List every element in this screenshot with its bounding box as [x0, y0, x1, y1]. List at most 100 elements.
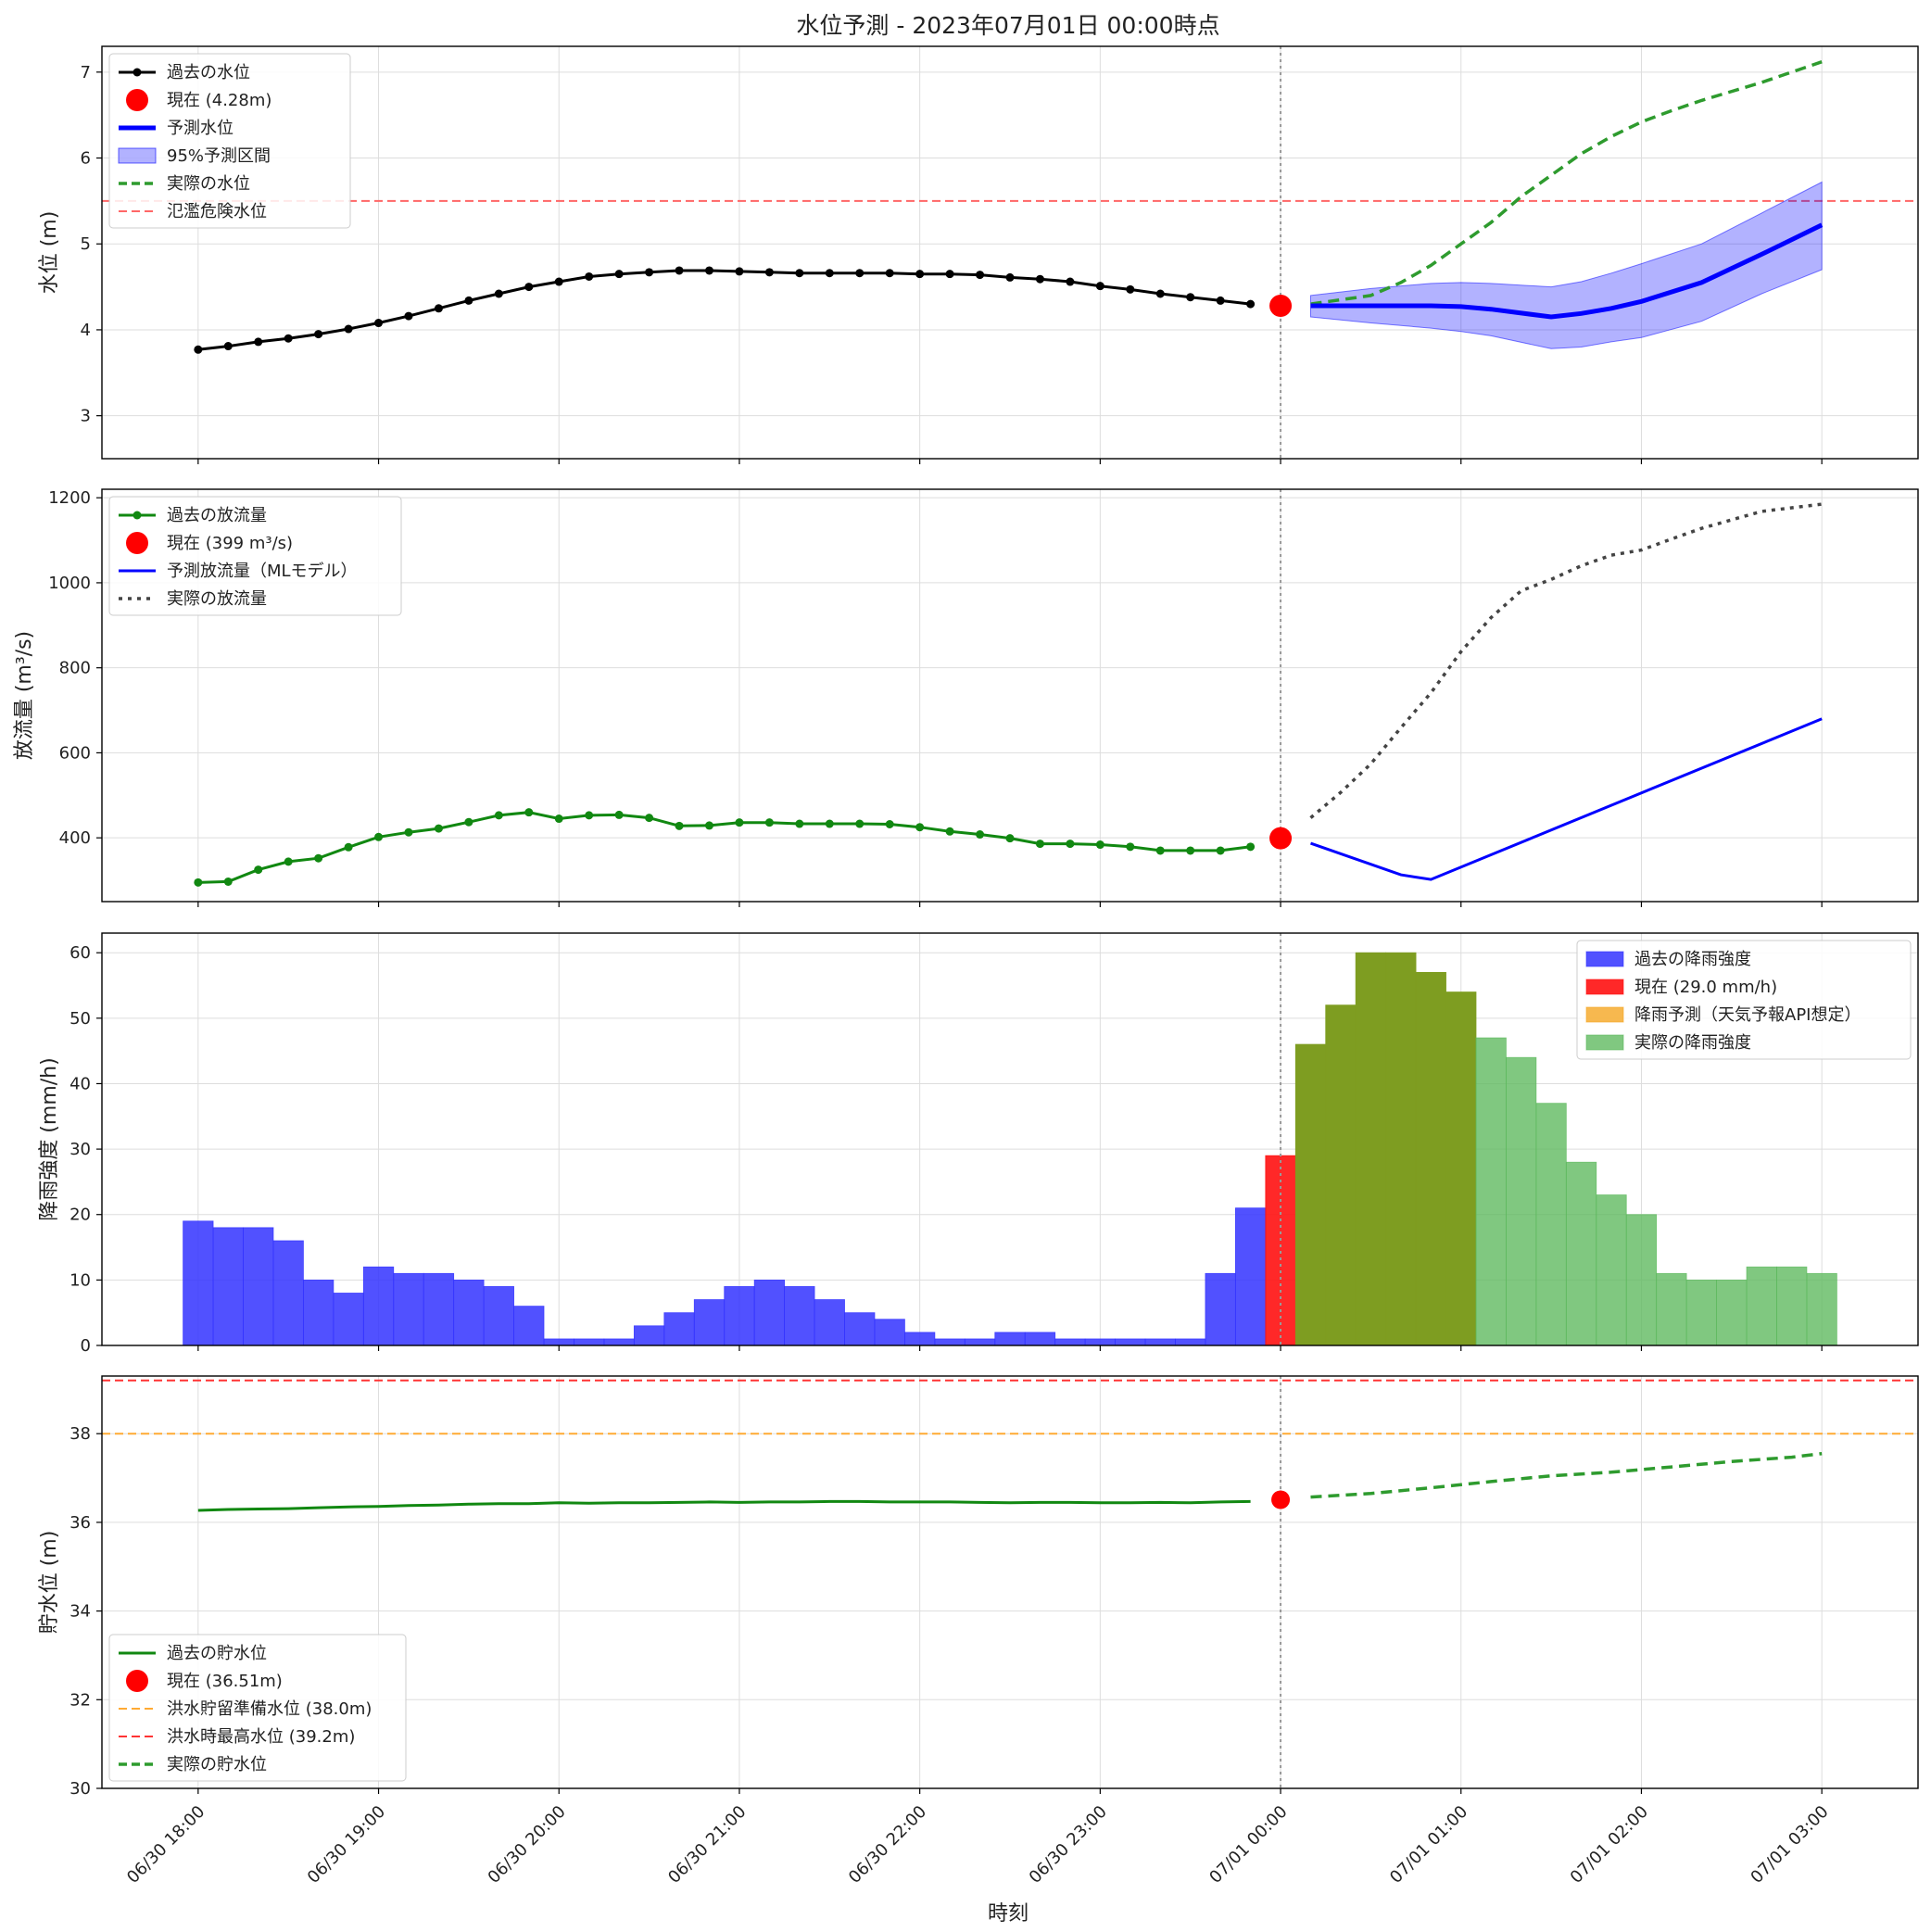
past-level-point	[374, 319, 384, 328]
y-tick-label: 5	[81, 234, 91, 254]
past-discharge-point	[585, 811, 594, 820]
current-value-marker	[1269, 827, 1293, 850]
plot-frame	[101, 1375, 1919, 1789]
predicted-discharge-line	[1310, 717, 1823, 881]
legend-label: 現在 (4.28m)	[167, 91, 271, 110]
past-discharge-point	[645, 814, 654, 823]
past-level-point	[976, 271, 985, 280]
legend-label: 実際の水位	[167, 174, 250, 194]
past-discharge-point	[735, 818, 744, 827]
legend-swatch-patch	[1585, 951, 1624, 967]
legend-label: 氾濫危険水位	[167, 202, 267, 221]
legend-swatch-marker	[126, 89, 148, 111]
y-tick-label: 400	[59, 828, 91, 848]
past-level-point	[945, 270, 954, 279]
past-rain-bar	[814, 1299, 845, 1345]
actual-rain-bar	[1776, 1266, 1808, 1345]
past-level-point	[494, 289, 503, 298]
actual-rain-bar	[1746, 1266, 1777, 1345]
y-tick-label: 1200	[48, 488, 91, 508]
x-tick-label: 06/30 20:00	[485, 1802, 570, 1888]
plot-area	[102, 933, 1918, 1345]
past-level-point	[735, 267, 744, 276]
plot-area	[102, 1376, 1918, 1788]
past-level-point	[434, 304, 443, 313]
past-discharge-point	[554, 814, 563, 824]
actual-rain-bar	[1385, 952, 1417, 1345]
y-tick-label: 38	[69, 1424, 91, 1444]
x-tick-label: 06/30 19:00	[304, 1802, 389, 1888]
past-rain-bar	[994, 1332, 1026, 1345]
past-discharge-point	[464, 817, 473, 827]
y-tick-label: 60	[69, 943, 91, 963]
y-tick-label: 20	[69, 1206, 91, 1225]
past-level-point	[344, 324, 353, 334]
past-level-point	[614, 270, 624, 279]
past-rain-bar	[423, 1272, 455, 1345]
legend-box	[108, 496, 402, 616]
legend-box	[108, 53, 351, 229]
x-tick-label: 06/30 22:00	[845, 1802, 930, 1888]
legend-swatch-patch	[1585, 1006, 1624, 1023]
past-discharge-point	[1126, 842, 1135, 852]
actual-rain-bar	[1325, 1004, 1357, 1345]
legend-label: 実際の降雨強度	[1634, 1033, 1751, 1053]
legend-swatch-patch	[118, 147, 157, 164]
actual-discharge-line	[1309, 502, 1823, 819]
actual-rain-bar	[1565, 1161, 1597, 1345]
actual-rain-bar	[1506, 1056, 1537, 1345]
past-rain-bar	[1054, 1338, 1086, 1345]
y-tick-label: 30	[69, 1779, 91, 1799]
y-tick-label: 7	[81, 63, 91, 82]
y-tick-label: 3	[81, 407, 91, 426]
past-discharge-point	[1155, 846, 1165, 855]
actual-rain-bar	[1596, 1194, 1627, 1345]
past-level-point	[885, 269, 894, 278]
legend-box	[1576, 940, 1912, 1060]
legend-label: 現在 (399 m³/s)	[167, 534, 293, 553]
y-tick-label: 0	[81, 1336, 91, 1356]
past-level-point	[585, 271, 594, 281]
y-axis-label: 水位 (m)	[38, 211, 61, 295]
past-level-point	[1005, 272, 1015, 282]
past-discharge-point	[194, 878, 203, 887]
past-rain-bar	[303, 1279, 334, 1345]
legend-label: 過去の貯水位	[167, 1644, 267, 1663]
y-tick-label: 600	[59, 743, 91, 763]
past-rain-bar	[874, 1319, 905, 1345]
y-tick-label: 4	[81, 321, 91, 340]
plot-frame	[101, 45, 1919, 460]
past-storage-line	[197, 1499, 1251, 1512]
past-level-point	[284, 334, 293, 343]
legend-label: 実際の貯水位	[167, 1755, 267, 1774]
actual-rain-bar	[1294, 1043, 1327, 1345]
past-level-point	[645, 268, 654, 277]
past-rain-bar	[183, 1220, 214, 1345]
past-level-point	[524, 283, 534, 292]
actual-rain-bar	[1535, 1103, 1567, 1345]
past-level-point	[404, 311, 413, 321]
y-tick-label: 36	[69, 1513, 91, 1533]
past-level-point	[314, 330, 323, 339]
past-discharge-point	[314, 853, 323, 863]
past-level-point	[194, 345, 203, 354]
plot-frame	[101, 488, 1919, 903]
y-tick-label: 32	[69, 1690, 91, 1710]
past-rain-bar	[784, 1286, 815, 1345]
past-discharge-point	[223, 877, 233, 886]
y-tick-label: 6	[81, 149, 91, 169]
prediction-interval-band	[1310, 181, 1823, 349]
predicted-level-line	[1310, 222, 1824, 320]
legend-label: 実際の放流量	[167, 589, 267, 609]
past-rain-bar	[1115, 1338, 1146, 1345]
past-discharge-point	[1186, 846, 1195, 855]
past-rain-bar	[362, 1266, 395, 1345]
plot-frame	[101, 932, 1919, 1346]
legend-box	[108, 1634, 407, 1782]
past-discharge-point	[434, 824, 443, 833]
